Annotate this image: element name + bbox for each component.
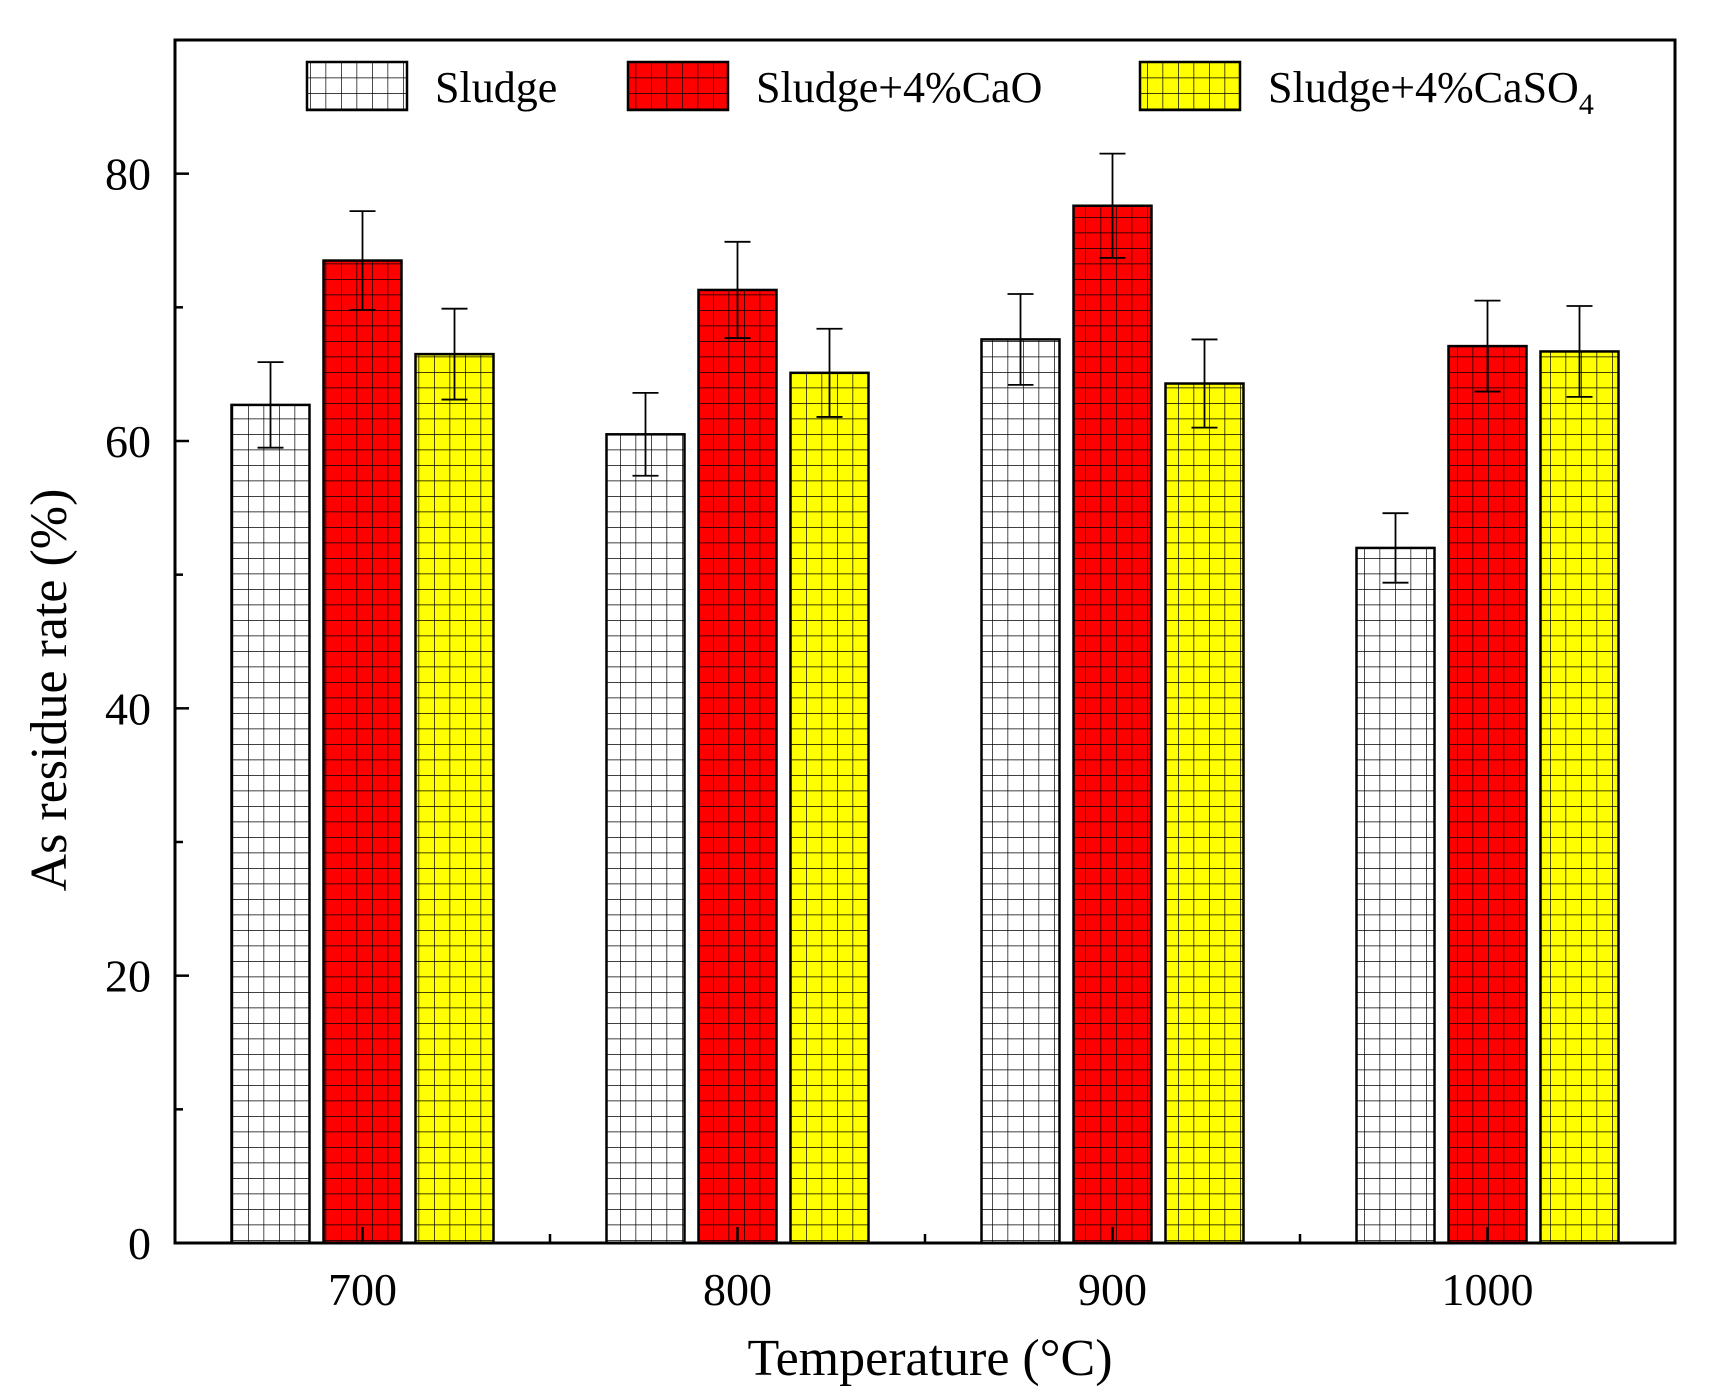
error-bar-800-series-1 bbox=[632, 391, 659, 477]
x-axis-title: Temperature (°C) bbox=[747, 1330, 1112, 1387]
y-axis-title: As residue rate (%) bbox=[21, 489, 78, 892]
bar-800-series-2 bbox=[697, 288, 778, 1245]
x-tick-label-1000: 1000 bbox=[1442, 1264, 1534, 1315]
legend-swatch bbox=[626, 60, 730, 112]
error-bar-900-series-3 bbox=[1191, 338, 1218, 429]
legend-swatch bbox=[1138, 60, 1242, 112]
legend-label: Sludge bbox=[435, 63, 557, 112]
y-tick-label: 0 bbox=[128, 1218, 151, 1269]
y-tick-label: 40 bbox=[105, 683, 151, 734]
bar-700-series-1 bbox=[230, 403, 311, 1245]
error-bar-700-series-3 bbox=[441, 307, 468, 401]
error-bar-1000-series-3 bbox=[1566, 305, 1593, 398]
error-bar-800-series-2 bbox=[724, 240, 751, 339]
error-bars-layer bbox=[257, 152, 1593, 584]
bar-900-series-1 bbox=[980, 338, 1061, 1245]
error-bar-1000-series-1 bbox=[1382, 512, 1409, 584]
bar-1000-series-1 bbox=[1355, 546, 1436, 1245]
legend-item-1: Sludge bbox=[305, 60, 557, 112]
legend-label: Sludge+4%CaO bbox=[756, 63, 1042, 112]
error-bar-700-series-2 bbox=[349, 210, 376, 311]
error-bar-1000-series-2 bbox=[1474, 299, 1501, 393]
x-tick-label-900: 900 bbox=[1078, 1264, 1147, 1315]
legend-item-3: Sludge+4%CaSO4 bbox=[1138, 60, 1594, 121]
legend: Sludge Sludge+4%CaO Sludge+4%CaSO4 bbox=[305, 60, 1594, 121]
bar-900-series-3 bbox=[1164, 382, 1245, 1245]
y-tick-label: 20 bbox=[105, 951, 151, 1002]
bar-700-series-3 bbox=[414, 352, 495, 1245]
legend-label: Sludge+4%CaSO4 bbox=[1268, 63, 1594, 121]
bar-800-series-1 bbox=[605, 433, 686, 1245]
error-bar-700-series-1 bbox=[257, 361, 284, 449]
x-tick-label-800: 800 bbox=[703, 1264, 772, 1315]
error-bar-900-series-2 bbox=[1099, 152, 1126, 259]
error-bar-800-series-3 bbox=[816, 327, 843, 418]
error-bar-900-series-1 bbox=[1007, 293, 1034, 386]
bar-1000-series-3 bbox=[1539, 350, 1620, 1245]
bars-layer bbox=[230, 204, 1620, 1245]
bar-700-series-2 bbox=[322, 259, 403, 1245]
bar-900-series-2 bbox=[1072, 204, 1153, 1245]
axes-layer: 0 20 40 60 80 700 800 900 1000 bbox=[105, 38, 1677, 1315]
bar-800-series-3 bbox=[789, 371, 870, 1245]
y-tick-label: 80 bbox=[105, 149, 151, 200]
bar-1000-series-2 bbox=[1447, 344, 1528, 1245]
legend-swatch bbox=[305, 60, 409, 112]
x-tick-label-700: 700 bbox=[328, 1264, 397, 1315]
legend-item-2: Sludge+4%CaO bbox=[626, 60, 1042, 112]
y-tick-label: 60 bbox=[105, 416, 151, 467]
